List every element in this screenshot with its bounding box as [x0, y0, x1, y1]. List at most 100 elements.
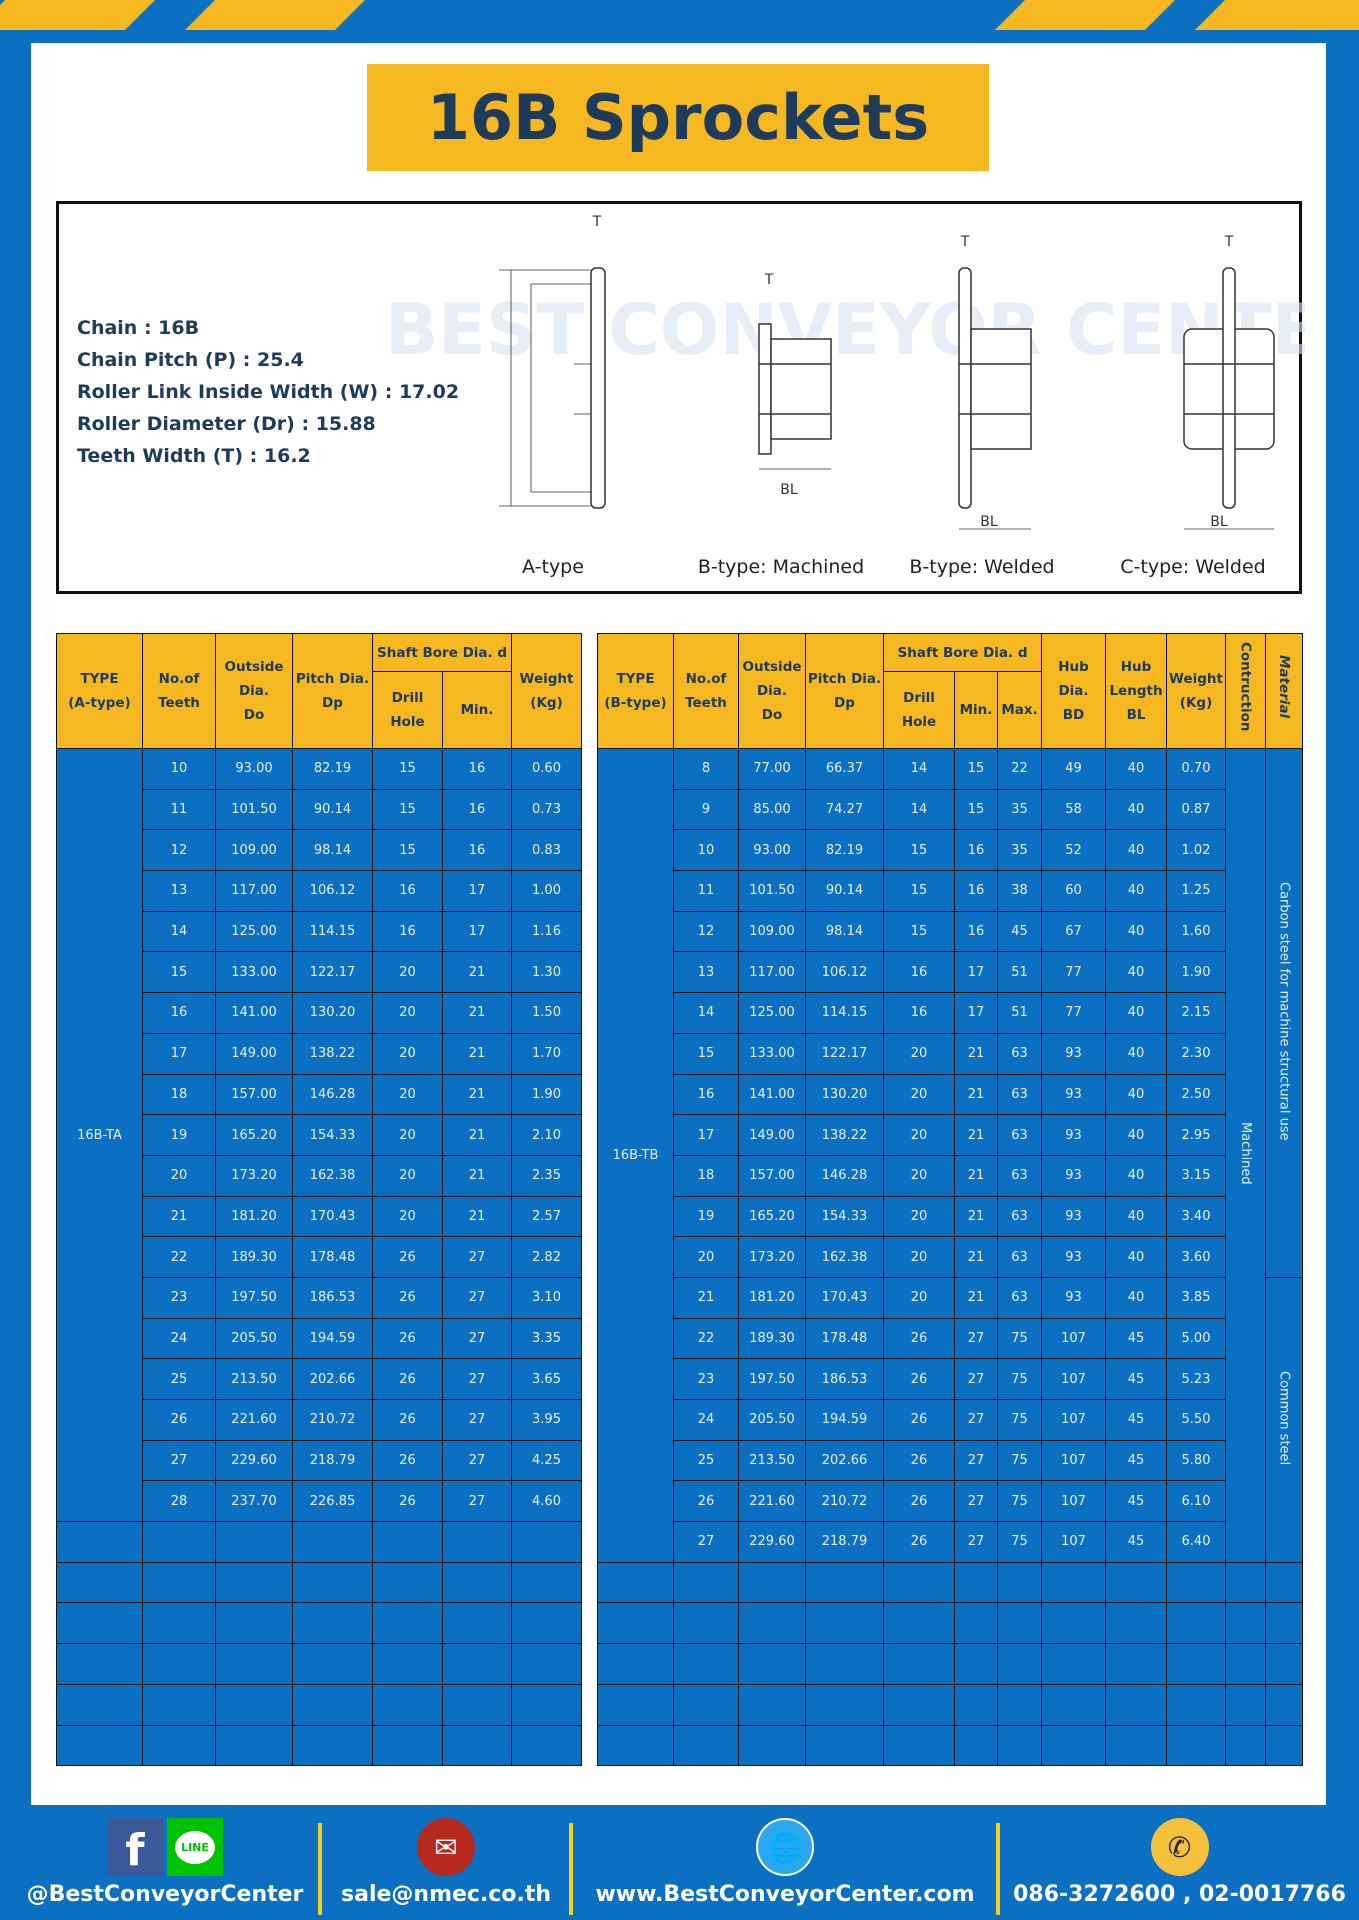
footer-website[interactable]: 🌐 www.BestConveyorCenter.com — [575, 1805, 995, 1920]
outside-dia-cell: 189.30 — [738, 1317, 806, 1360]
drill-hole-cell: 20 — [372, 1114, 443, 1156]
facebook-icon[interactable]: f — [107, 1818, 163, 1876]
spec-item: Chain : 16B — [77, 317, 200, 339]
table-row: 18 157.00 146.28 20 21 63 93 40 3.15 — [598, 1154, 1303, 1197]
min-bore-cell: 16 — [954, 870, 998, 912]
empty-cell — [1105, 1683, 1168, 1726]
pitch-dia-cell: 66.37 — [805, 748, 884, 790]
empty-cell — [883, 1683, 955, 1726]
outside-dia-cell: 117.00 — [215, 870, 293, 912]
empty-cell — [215, 1643, 293, 1685]
drill-hole-cell: 26 — [372, 1276, 443, 1319]
weight-cell: 3.40 — [1166, 1195, 1227, 1238]
footer-social[interactable]: f LINE @BestConveyorCenter — [20, 1805, 310, 1920]
drill-hole-cell: 20 — [372, 1154, 443, 1197]
drill-hole-cell: 26 — [372, 1236, 443, 1278]
empty-cell — [805, 1561, 884, 1604]
table-row: 25 213.50 202.66 26 27 75 107 45 5.80 — [598, 1439, 1303, 1482]
table-row: 9 85.00 74.27 14 15 35 58 40 0.87 — [598, 788, 1303, 831]
type-cell: 16B-TB — [597, 748, 674, 1563]
pitch-dia-cell: 218.79 — [292, 1439, 373, 1482]
min-bore-cell: 21 — [954, 1114, 998, 1156]
drill-hole-cell: 26 — [883, 1317, 955, 1360]
empty-cell — [292, 1643, 373, 1685]
min-bore-cell: 27 — [954, 1358, 998, 1400]
svg-text:BL: BL — [780, 482, 798, 498]
empty-cell — [996, 1643, 1043, 1685]
dimension-labels: T T T T BL BL BL — [592, 214, 1234, 530]
pitch-dia-cell: 162.38 — [292, 1154, 373, 1197]
teeth-cell: 11 — [673, 870, 739, 912]
drill-hole-cell: 26 — [883, 1480, 955, 1523]
table-row: 27 229.60 218.79 26 27 75 107 45 6.40 — [598, 1521, 1303, 1563]
empty-cell — [1265, 1602, 1304, 1645]
header-outside-dia: Outside Dia. Do — [215, 633, 293, 749]
divider — [569, 1823, 573, 1915]
spec-value: 16.2 — [263, 445, 311, 467]
header-drill-hole: Drill Hole — [372, 671, 443, 749]
pitch-dia-cell: 154.33 — [292, 1114, 373, 1156]
svg-text:T: T — [960, 234, 970, 250]
footer-email[interactable]: ✉ sale@nmec.co.th — [326, 1805, 566, 1920]
hub-length-cell: 45 — [1105, 1521, 1168, 1563]
empty-cell — [805, 1724, 884, 1767]
empty-cell — [292, 1602, 373, 1645]
min-bore-cell: 21 — [441, 1032, 513, 1075]
header-shaft-bore: Shaft Bore Dia. d — [882, 633, 1043, 672]
max-bore-cell: 63 — [996, 1154, 1043, 1197]
empty-cell — [1225, 1683, 1267, 1726]
weight-cell: 3.35 — [511, 1317, 583, 1360]
weight-cell: 3.15 — [1166, 1154, 1227, 1197]
pitch-dia-cell: 106.12 — [805, 951, 884, 994]
min-bore-cell: 15 — [954, 748, 998, 790]
table-row: 18 157.00 146.28 20 21 1.90 — [57, 1073, 583, 1116]
empty-cell — [954, 1643, 998, 1685]
drill-hole-cell: 26 — [883, 1358, 955, 1400]
min-bore-cell: 21 — [441, 1154, 513, 1197]
outside-dia-cell: 93.00 — [215, 748, 293, 790]
min-bore-cell: 21 — [954, 1154, 998, 1197]
pitch-dia-cell: 226.85 — [292, 1480, 373, 1523]
svg-text:BL: BL — [980, 514, 998, 530]
empty-cell — [511, 1643, 583, 1685]
weight-cell: 1.16 — [511, 910, 583, 953]
footer-phone[interactable]: ✆ 086-3272600 , 02-0017766 — [1002, 1805, 1357, 1920]
table-row: 14 125.00 114.15 16 17 51 77 40 2.15 — [598, 992, 1303, 1034]
hub-dia-cell: 107 — [1041, 1521, 1107, 1563]
type-label: A-type — [522, 556, 584, 578]
min-bore-cell: 15 — [954, 788, 998, 831]
teeth-cell: 27 — [142, 1439, 216, 1482]
outside-dia-cell: 213.50 — [215, 1358, 293, 1400]
table-row: 12 109.00 98.14 15 16 45 67 40 1.60 — [598, 910, 1303, 953]
hub-dia-cell: 93 — [1041, 1154, 1107, 1197]
empty-cell — [372, 1683, 443, 1726]
svg-text:T: T — [592, 214, 602, 230]
table-row: 27 229.60 218.79 26 27 4.25 — [57, 1439, 583, 1482]
spec-label: Roller Link Inside Width (W) — [77, 381, 379, 403]
max-bore-cell: 22 — [996, 748, 1043, 790]
email-icon: ✉ — [417, 1818, 475, 1876]
line-icon[interactable]: LINE — [167, 1818, 223, 1876]
drill-hole-cell: 26 — [883, 1399, 955, 1441]
empty-cell — [142, 1602, 216, 1645]
empty-cell — [1166, 1561, 1227, 1604]
max-bore-cell: 63 — [996, 1236, 1043, 1278]
teeth-cell: 13 — [142, 870, 216, 912]
outside-dia-cell: 181.20 — [738, 1276, 806, 1319]
min-bore-cell: 17 — [954, 951, 998, 994]
empty-cell — [1265, 1683, 1304, 1726]
teeth-cell: 19 — [673, 1195, 739, 1238]
header-construction: Contruction — [1225, 633, 1267, 749]
drill-hole-cell: 26 — [372, 1358, 443, 1400]
pitch-dia-cell: 114.15 — [292, 910, 373, 953]
pitch-dia-cell: 74.27 — [805, 788, 884, 831]
empty-cell — [372, 1602, 443, 1645]
b-machined-drawing — [758, 323, 832, 470]
divider — [996, 1823, 1000, 1915]
teeth-cell: 26 — [673, 1480, 739, 1523]
empty-cell — [883, 1643, 955, 1685]
pitch-dia-cell: 210.72 — [805, 1480, 884, 1523]
header-outside-dia: Outside Dia. Do — [738, 633, 806, 749]
pitch-dia-cell: 146.28 — [805, 1154, 884, 1197]
empty-cell — [56, 1521, 143, 1563]
